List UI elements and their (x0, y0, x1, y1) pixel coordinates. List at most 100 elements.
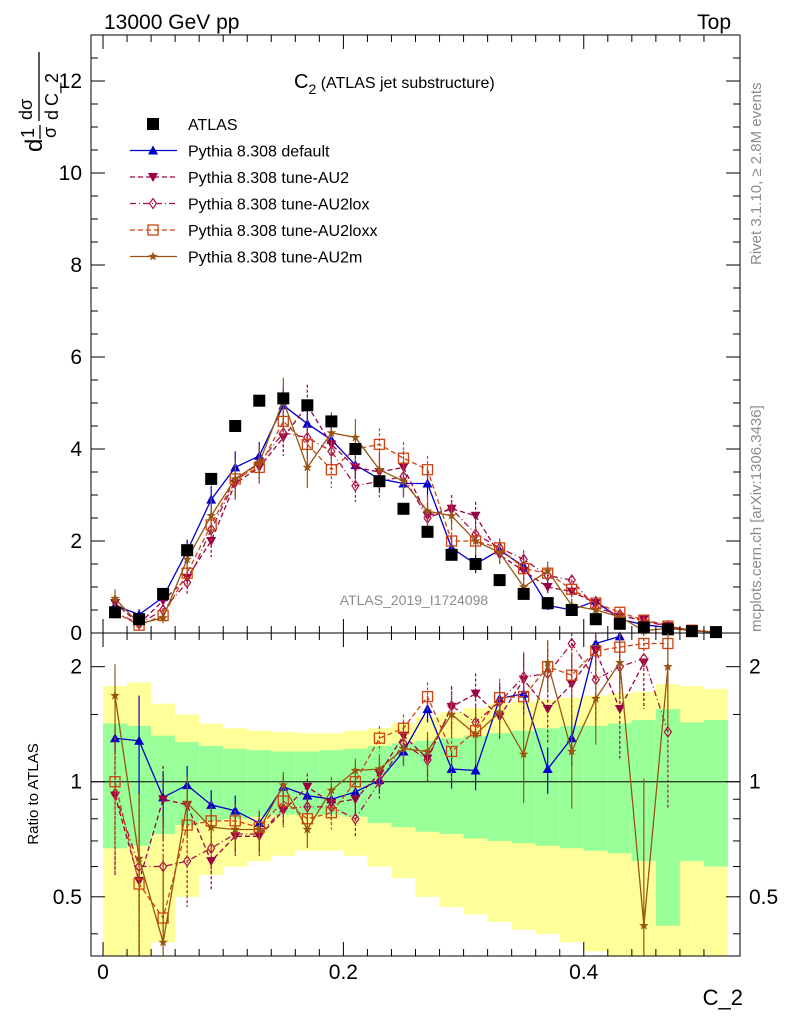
ratio-point-au2lox (351, 812, 360, 825)
ratio-point-au2loxx-shape (421, 690, 434, 703)
ratio-point-au2m-shape (639, 920, 649, 930)
data-point-au2loxx (373, 438, 386, 451)
data-point-au2lox-shape (279, 426, 288, 439)
y-tick-label: 0 (70, 622, 82, 645)
ratio-point-au2m-shape (110, 690, 120, 700)
ratio-point-default (470, 765, 481, 775)
ratio-point-au2loxx (325, 807, 338, 819)
ratio-point-au2m-shape (470, 729, 481, 739)
data-point-data (325, 415, 338, 428)
ratio-point-au2m (326, 785, 337, 795)
data-point-au2m (591, 605, 601, 614)
data-point-au2loxx (566, 583, 578, 595)
data-point-au2lox-shape (182, 576, 192, 589)
ratio-point-au2m-shape (302, 824, 313, 834)
data-point-au2m-shape (326, 427, 337, 437)
data-point-au2m-shape (206, 510, 216, 520)
data-point-data-shape (517, 587, 530, 600)
data-point-au2m (518, 582, 529, 591)
mcplots-source-label: mcplots.cern.ch [arXiv:1306.3436] (748, 405, 765, 632)
data-point-au2m (158, 612, 168, 622)
ratio-point-default (542, 763, 553, 773)
data-point-data-shape (277, 392, 290, 405)
data-point-data (109, 606, 122, 619)
ratio-point-au2m (494, 707, 505, 717)
data-point-au2lox (279, 426, 288, 439)
data-point-data (397, 502, 410, 515)
ratio-point-au2lox-shape (375, 775, 384, 788)
legend-label-au2lox: Pythia 8.308 tune-AU2lox (188, 197, 369, 214)
data-point-au2m (446, 510, 457, 520)
ratio-point-au2m (542, 657, 553, 667)
legend-marker-default-shape (148, 145, 158, 155)
data-point-au2m (206, 510, 216, 520)
ratio-point-au2m (591, 693, 601, 703)
x-tick-label: 0.4 (569, 961, 599, 984)
data-point-au2m (615, 611, 625, 621)
data-point-data-shape (661, 623, 674, 636)
data-point-data (709, 626, 722, 639)
ratio-point-au2m-shape (518, 749, 529, 759)
legend-label-au2loxx: Pythia 8.308 tune-AU2loxx (188, 223, 377, 240)
ratio-point-au2lox-shape (327, 800, 336, 813)
ratio-point-au2m (206, 822, 216, 832)
data-point-au2m-shape (542, 565, 553, 575)
data-point-au2m-shape (398, 476, 409, 486)
data-point-data-shape (421, 525, 434, 538)
ratio-point-au2 (542, 704, 553, 714)
data-point-au2m-shape (422, 506, 433, 516)
data-point-au2-shape (470, 511, 481, 521)
data-point-au2m-shape (110, 593, 120, 603)
data-point-au2m-shape (302, 462, 313, 472)
ratio-point-au2m (518, 749, 529, 759)
ratio-point-au2loxx (590, 645, 602, 657)
data-point-au2m-shape (518, 582, 529, 591)
data-point-au2loxx-shape (397, 452, 410, 464)
ratio-point-au2m (182, 798, 192, 807)
ratio-point-au2-shape (350, 795, 361, 805)
ratio-point-au2loxx-shape (590, 645, 602, 657)
ratio-point-au2-shape (614, 704, 625, 714)
data-point-default-shape (302, 418, 313, 428)
data-point-au2loxx-shape (518, 562, 530, 575)
ratio-line-au2m (114, 660, 669, 943)
data-point-au2m-shape (615, 611, 625, 621)
data-point-au2m (494, 547, 505, 557)
y-tick-label: 4 (70, 438, 82, 461)
ratio-point-au2loxx-shape (566, 669, 578, 681)
ratio-point-au2 (350, 795, 361, 805)
data-point-au2loxx-shape (445, 535, 458, 547)
x-tick-label: 0 (97, 961, 109, 984)
data-point-au2loxx (445, 535, 458, 547)
ratio-y-tick-label-right: 2 (749, 656, 761, 679)
data-point-data-shape (301, 399, 314, 412)
data-point-au2m (374, 464, 385, 474)
ratio-point-au2 (590, 646, 601, 656)
ratio-point-au2loxx (421, 690, 434, 703)
ratio-point-au2lox-shape (206, 842, 216, 855)
y-label-sigma: σ (40, 127, 60, 138)
ratio-point-au2m (398, 743, 409, 753)
legend-marker-au2m (148, 251, 158, 261)
data-point-data-shape (325, 415, 338, 428)
data-point-data-shape (133, 613, 146, 626)
data-point-data-shape (541, 597, 554, 610)
data-point-data (229, 420, 242, 432)
data-point-au2loxx-shape (421, 464, 434, 476)
data-point-data-shape (397, 502, 410, 515)
ratio-point-au2m (302, 824, 313, 834)
data-point-data-shape (109, 606, 122, 619)
ratio-point-au2loxx (373, 732, 386, 744)
ratio-point-au2m (567, 746, 577, 756)
legend-marker-data-shape (147, 118, 159, 130)
y-label-d3: d (42, 110, 62, 120)
ratio-y-tick-label-left: 1 (70, 771, 82, 794)
data-point-data (181, 544, 194, 557)
ratio-point-au2lox (663, 725, 673, 738)
y-label-one: 1 (18, 128, 38, 138)
uncertainty-band-inner (679, 722, 704, 862)
ratio-plot-panel: 0.5 0.5 1 1 2 2 0 0.2 0.4 Ratio to ATLAS C_2 (25, 631, 778, 1010)
data-point-au2lox-shape (351, 479, 360, 492)
